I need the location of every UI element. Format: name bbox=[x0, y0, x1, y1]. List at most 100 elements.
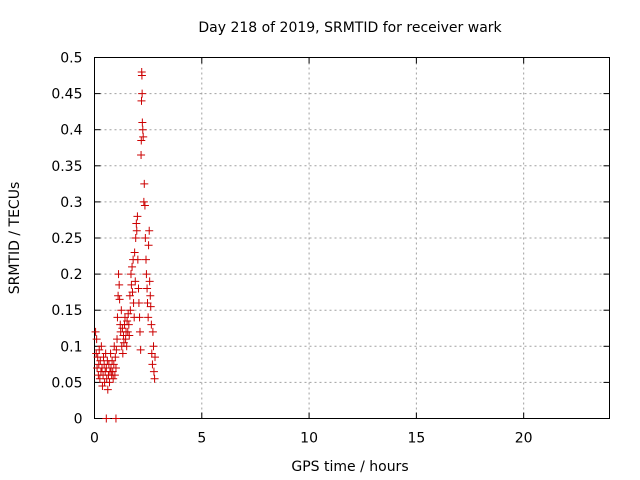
data-point bbox=[114, 270, 123, 279]
data-point bbox=[103, 385, 112, 394]
data-point bbox=[123, 327, 132, 336]
x-tick-labels: 0 5 10 15 20 bbox=[90, 431, 533, 447]
data-point bbox=[128, 288, 137, 297]
data-point bbox=[109, 360, 118, 369]
y-tick-label: 0 bbox=[74, 412, 83, 428]
data-point bbox=[133, 212, 142, 221]
y-tick-label: 0.2 bbox=[60, 267, 82, 283]
data-point bbox=[112, 345, 121, 354]
y-tick-label: 0.5 bbox=[60, 51, 82, 67]
data-points bbox=[91, 67, 160, 423]
data-point bbox=[146, 302, 155, 311]
data-point bbox=[109, 374, 118, 383]
grid-lines bbox=[94, 57, 610, 419]
data-point bbox=[118, 349, 127, 358]
data-point bbox=[137, 136, 146, 145]
data-point bbox=[141, 234, 150, 242]
data-point bbox=[131, 277, 140, 286]
y-tick-label: 0.4 bbox=[60, 123, 82, 139]
data-point bbox=[91, 327, 100, 336]
data-point bbox=[136, 345, 145, 354]
y-tick-label: 0.05 bbox=[51, 375, 82, 391]
data-point bbox=[132, 219, 141, 228]
data-point bbox=[138, 118, 147, 127]
data-point bbox=[127, 280, 136, 289]
data-point bbox=[118, 324, 127, 333]
data-point bbox=[123, 317, 132, 326]
data-point bbox=[96, 356, 105, 365]
data-point bbox=[149, 342, 158, 351]
data-point bbox=[140, 179, 149, 188]
data-point bbox=[126, 270, 135, 279]
data-point bbox=[135, 313, 144, 322]
data-point bbox=[143, 284, 152, 293]
x-axis-label: GPS time / hours bbox=[291, 459, 408, 475]
data-point bbox=[105, 378, 114, 387]
data-point bbox=[151, 353, 160, 362]
data-point bbox=[98, 382, 107, 391]
chart-title: Day 218 of 2019, SRMTID for receiver war… bbox=[198, 20, 502, 36]
data-point bbox=[115, 280, 124, 289]
data-point bbox=[130, 248, 139, 257]
data-point bbox=[144, 313, 153, 322]
data-point bbox=[134, 284, 143, 293]
data-point bbox=[138, 89, 147, 98]
data-point bbox=[149, 367, 158, 376]
data-point bbox=[137, 150, 146, 159]
data-point bbox=[110, 342, 119, 351]
data-point bbox=[128, 262, 137, 271]
data-point bbox=[146, 291, 155, 300]
data-point bbox=[102, 414, 111, 423]
data-point bbox=[142, 270, 151, 279]
data-point bbox=[145, 226, 154, 235]
y-tick-label: 0.1 bbox=[60, 339, 82, 355]
data-point bbox=[117, 306, 126, 315]
data-point bbox=[143, 298, 152, 307]
x-tick-label: 10 bbox=[300, 431, 318, 447]
data-point bbox=[140, 201, 149, 210]
data-point bbox=[122, 342, 131, 351]
data-point bbox=[135, 327, 144, 336]
y-tick-label: 0.3 bbox=[60, 195, 82, 211]
data-point bbox=[111, 353, 120, 362]
x-tick-label: 5 bbox=[197, 431, 206, 447]
x-tick-label: 0 bbox=[90, 431, 99, 447]
y-tick-label: 0.45 bbox=[51, 87, 82, 103]
data-point bbox=[134, 298, 143, 307]
data-point bbox=[145, 277, 154, 286]
data-point bbox=[137, 71, 146, 80]
data-point bbox=[114, 291, 123, 300]
x-tick-label: 15 bbox=[407, 431, 425, 447]
data-point bbox=[99, 353, 108, 362]
plot-frame bbox=[94, 57, 610, 419]
data-point bbox=[108, 367, 117, 376]
data-point bbox=[110, 371, 119, 380]
axis-ticks bbox=[94, 57, 610, 419]
y-tick-label: 0.25 bbox=[51, 231, 82, 247]
data-point bbox=[95, 374, 104, 383]
data-point bbox=[132, 226, 141, 235]
data-point bbox=[111, 363, 120, 372]
y-tick-label: 0.15 bbox=[51, 303, 82, 319]
data-point bbox=[148, 360, 157, 369]
data-point bbox=[139, 132, 148, 141]
data-point bbox=[147, 349, 156, 358]
data-point bbox=[150, 374, 159, 383]
data-point bbox=[124, 320, 133, 329]
data-point bbox=[138, 125, 147, 134]
data-point bbox=[95, 345, 104, 354]
data-point bbox=[137, 96, 146, 105]
data-point bbox=[144, 241, 153, 250]
data-point bbox=[115, 295, 124, 304]
data-point bbox=[142, 255, 150, 264]
data-point bbox=[113, 335, 122, 344]
data-point bbox=[108, 356, 117, 365]
data-point bbox=[131, 234, 140, 242]
x-tick-label: 20 bbox=[515, 431, 533, 447]
data-point bbox=[148, 327, 157, 336]
data-point bbox=[133, 255, 142, 264]
data-point bbox=[92, 335, 101, 344]
data-point bbox=[125, 331, 134, 340]
data-point bbox=[120, 313, 129, 322]
